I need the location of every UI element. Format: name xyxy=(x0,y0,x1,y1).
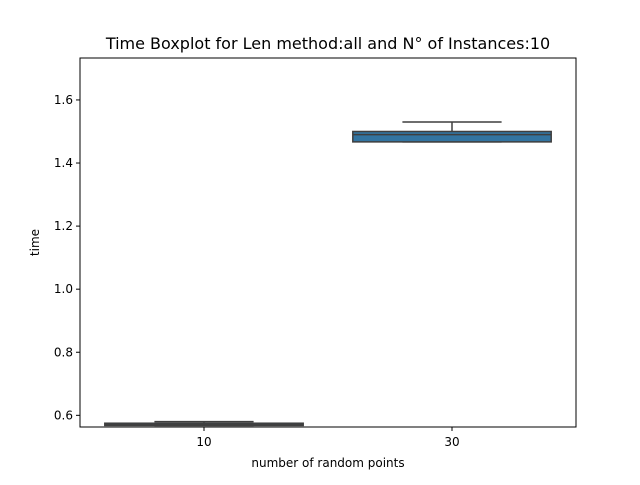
chart-title: Time Boxplot for Len method:all and N° o… xyxy=(105,34,550,53)
axes: 0.6 0.8 1.0 1.2 1.4 1.6 10 30 xyxy=(54,93,460,449)
box-30 xyxy=(352,121,552,143)
y-tick-label: 1.6 xyxy=(54,93,73,107)
y-tick-label: 0.8 xyxy=(54,345,73,359)
iqr-box xyxy=(352,130,552,143)
y-tick-label: 1.2 xyxy=(54,219,73,233)
x-tick-label: 10 xyxy=(196,435,211,449)
plot-frame xyxy=(79,57,577,428)
y-tick-label: 0.6 xyxy=(54,408,73,422)
box-10 xyxy=(104,420,304,427)
plot-area xyxy=(104,121,552,427)
y-axis-label: time xyxy=(28,229,42,256)
y-tick-label: 1.0 xyxy=(54,282,73,296)
x-axis-label: number of random points xyxy=(251,456,404,470)
x-tick-label: 30 xyxy=(444,435,459,449)
y-tick-label: 1.4 xyxy=(54,156,73,170)
